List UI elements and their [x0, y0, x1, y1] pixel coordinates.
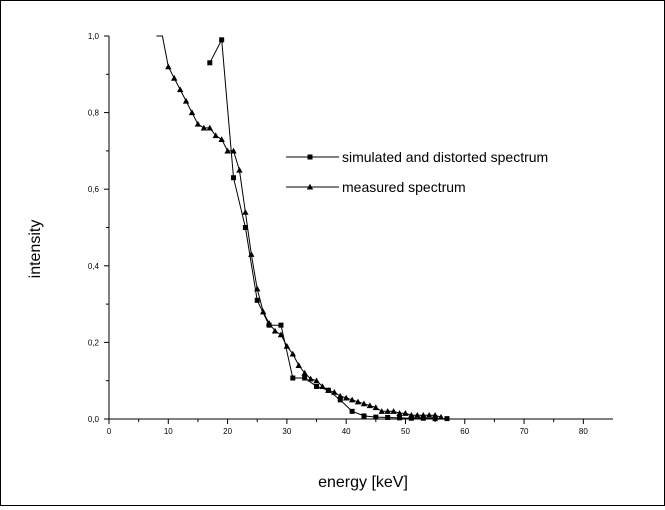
data-point	[420, 415, 426, 421]
series-simulated	[207, 37, 450, 422]
y-tick-label: 0,0	[88, 415, 100, 424]
data-point	[431, 411, 439, 418]
data-point	[194, 120, 202, 127]
data-point	[200, 124, 208, 131]
x-tick-label: 0	[107, 427, 112, 436]
data-point	[390, 408, 397, 414]
x-tick-label: 10	[164, 427, 173, 436]
data-point	[182, 97, 190, 104]
x-axis-title: energy [keV]	[318, 474, 408, 491]
data-point	[396, 410, 403, 416]
data-point	[349, 408, 355, 414]
data-point	[408, 411, 415, 418]
data-point	[361, 413, 367, 419]
data-point	[254, 297, 260, 303]
data-point	[385, 414, 391, 420]
x-tick-label: 70	[520, 427, 529, 436]
y-axis-title: intensity	[27, 220, 44, 279]
data-point	[248, 251, 255, 257]
data-point	[378, 408, 385, 414]
data-point	[325, 387, 332, 393]
data-point	[283, 343, 291, 349]
data-point	[242, 208, 249, 215]
x-tick-label: 60	[460, 427, 469, 436]
data-point	[314, 383, 320, 389]
data-point	[265, 320, 273, 326]
legend: simulated and distorted spectrum measured…	[286, 149, 548, 195]
data-point	[437, 413, 445, 420]
data-point	[337, 392, 344, 399]
data-point	[259, 308, 267, 315]
series-measured	[156, 35, 445, 420]
data-point	[408, 415, 414, 421]
x-tick-label: 40	[342, 427, 351, 436]
legend-item: measured spectrum	[286, 179, 466, 195]
data-point	[366, 402, 374, 409]
data-point	[307, 375, 314, 382]
y-tick-label: 0,2	[88, 338, 100, 347]
legend-square-marker	[307, 154, 313, 160]
legend-label: simulated and distorted spectrum	[342, 149, 548, 165]
data-point	[348, 396, 356, 403]
data-point	[319, 383, 326, 390]
data-point	[337, 397, 343, 403]
data-point	[360, 400, 368, 407]
legend-label: measured spectrum	[342, 179, 466, 195]
data-point	[290, 375, 296, 381]
data-point	[206, 124, 213, 131]
data-point	[188, 109, 196, 116]
data-point	[207, 60, 213, 66]
data-point	[342, 394, 350, 401]
data-point	[176, 86, 184, 93]
data-point	[444, 416, 450, 422]
x-tick-label: 80	[579, 427, 588, 436]
data-point	[372, 404, 380, 411]
x-tick-label: 50	[401, 427, 410, 436]
data-point	[278, 322, 284, 328]
y-tick-label: 0,8	[88, 109, 100, 118]
data-point	[277, 331, 285, 338]
data-point	[313, 377, 320, 384]
data-point	[271, 327, 279, 334]
data-point	[331, 388, 338, 395]
series-layer	[156, 35, 450, 422]
data-point	[218, 136, 225, 142]
data-point	[289, 350, 297, 357]
data-point	[354, 398, 362, 405]
data-point	[420, 411, 427, 418]
data-point	[165, 63, 172, 70]
data-point	[425, 411, 433, 418]
data-point	[254, 285, 261, 292]
data-point	[231, 175, 237, 181]
axes: 0 10 20 30 40 50 60 70 80 0,0 0,2 0,4 0,6 0,8 1,0	[88, 32, 613, 436]
data-point	[384, 408, 391, 414]
data-point	[171, 74, 178, 81]
data-point	[212, 132, 219, 139]
data-point	[242, 225, 248, 230]
data-point	[230, 147, 237, 154]
legend-item: simulated and distorted spectrum	[286, 149, 548, 165]
data-point	[219, 37, 225, 43]
data-point	[402, 410, 409, 416]
y-tick-label: 1,0	[88, 32, 100, 41]
y-tick-label: 0,6	[88, 185, 100, 194]
data-point	[373, 414, 379, 420]
y-tick-label: 0,4	[88, 262, 100, 271]
data-point	[236, 166, 243, 173]
data-point	[302, 375, 308, 381]
legend-triangle-marker	[306, 183, 314, 190]
x-tick-label: 30	[282, 427, 291, 436]
data-point	[432, 416, 438, 422]
data-point	[224, 147, 231, 154]
data-point	[397, 415, 403, 421]
series-line	[156, 35, 442, 418]
data-point	[295, 362, 302, 368]
data-point	[414, 411, 421, 418]
x-tick-label: 20	[223, 427, 232, 436]
data-point	[301, 369, 308, 376]
